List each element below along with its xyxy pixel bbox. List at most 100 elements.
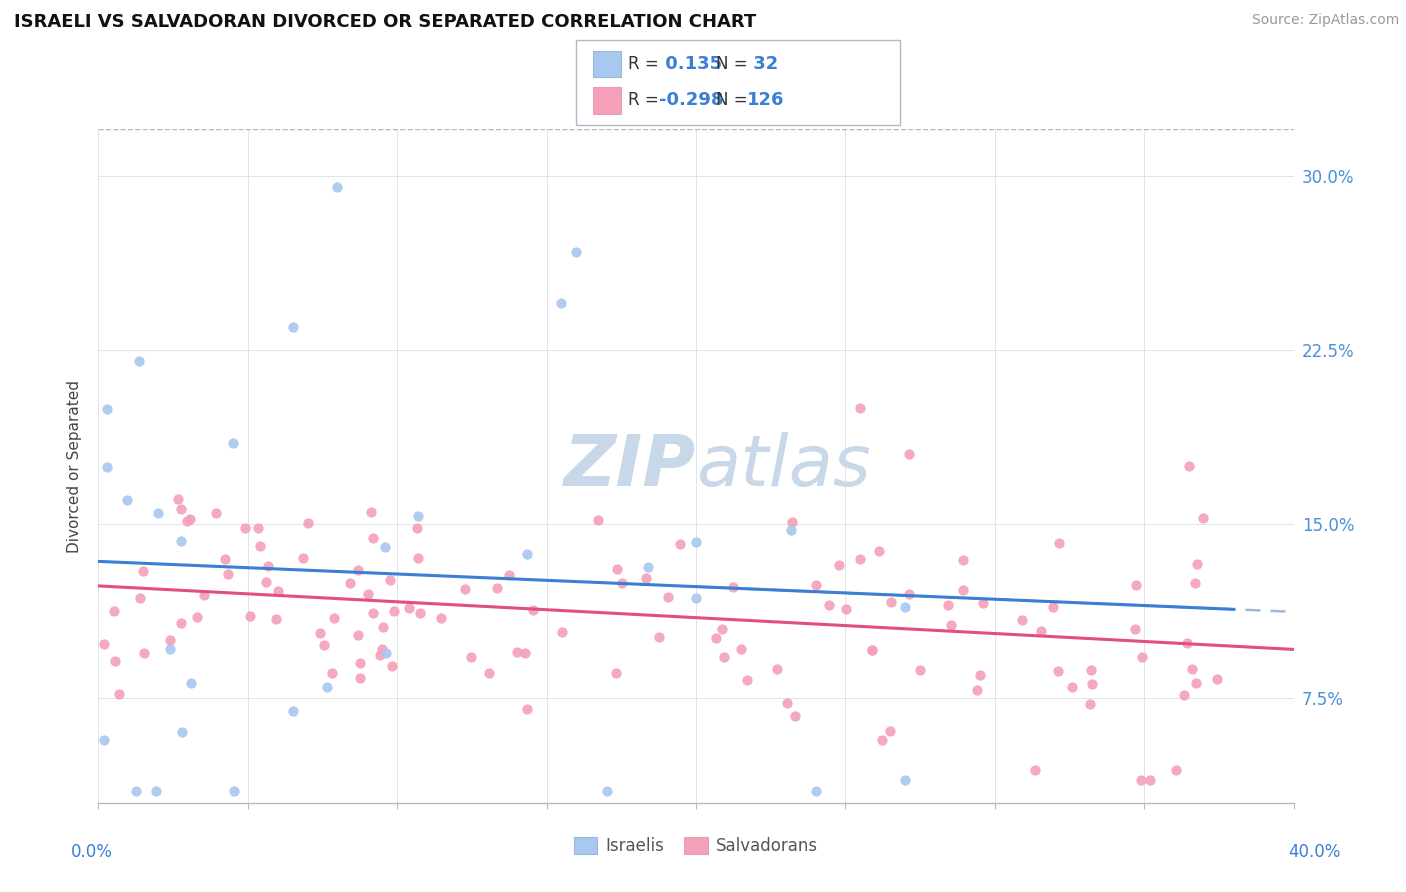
Point — [897, 587, 920, 601]
Point — [849, 551, 872, 566]
Point — [233, 521, 256, 535]
Point — [1062, 680, 1084, 694]
Legend: Israelis, Salvadorans: Israelis, Salvadorans — [567, 830, 825, 862]
Point — [180, 675, 202, 690]
Point — [170, 725, 193, 739]
Point — [170, 501, 193, 516]
Point — [1166, 763, 1188, 777]
Point — [128, 353, 150, 368]
Point — [159, 633, 181, 648]
Point — [291, 551, 314, 566]
Point — [349, 672, 371, 686]
Point — [347, 628, 370, 642]
Point — [249, 539, 271, 553]
Text: R =: R = — [628, 91, 659, 110]
Point — [460, 649, 482, 664]
Text: 126: 126 — [747, 91, 785, 110]
Point — [550, 296, 572, 310]
Point — [610, 575, 633, 590]
Point — [1081, 677, 1104, 691]
Point — [766, 662, 789, 676]
Point — [880, 594, 903, 608]
Point — [224, 784, 246, 798]
Point — [346, 562, 368, 576]
Point — [1024, 763, 1046, 777]
Point — [1078, 698, 1101, 712]
Point — [605, 562, 627, 576]
Text: 32: 32 — [747, 55, 778, 73]
Point — [370, 642, 392, 657]
Point — [966, 683, 988, 698]
Point — [104, 654, 127, 668]
Point — [370, 648, 392, 663]
Text: N =: N = — [716, 91, 747, 110]
Point — [516, 547, 538, 561]
Point — [485, 581, 508, 595]
Point — [1184, 576, 1206, 591]
Point — [478, 665, 501, 680]
Point — [406, 551, 429, 566]
Point — [430, 611, 453, 625]
Point — [186, 609, 208, 624]
Point — [952, 582, 974, 597]
Point — [454, 582, 477, 596]
Point — [730, 641, 752, 656]
Point — [316, 681, 339, 695]
Y-axis label: Divorced or Separated: Divorced or Separated — [67, 380, 83, 552]
Point — [1173, 689, 1195, 703]
Point — [96, 460, 118, 475]
Point — [1125, 577, 1147, 591]
Point — [969, 667, 991, 681]
Point — [1029, 624, 1052, 638]
Point — [309, 626, 332, 640]
Text: 40.0%: 40.0% — [1288, 843, 1341, 861]
Point — [374, 540, 396, 554]
Point — [908, 663, 931, 677]
Point — [129, 591, 152, 605]
Point — [93, 636, 115, 650]
Point — [894, 772, 917, 787]
Point — [247, 521, 270, 535]
Point — [1205, 673, 1227, 687]
Point — [103, 604, 125, 618]
Point — [361, 531, 384, 545]
Point — [239, 609, 262, 624]
Text: ZIP: ZIP — [564, 432, 696, 500]
Point — [835, 602, 858, 616]
Text: 0.0%: 0.0% — [70, 843, 112, 861]
Point — [972, 597, 994, 611]
Point — [505, 645, 527, 659]
Point — [1129, 772, 1152, 787]
Point — [148, 506, 170, 520]
Point — [868, 544, 890, 558]
Point — [872, 732, 894, 747]
Point — [780, 515, 803, 529]
Point — [785, 709, 807, 723]
Point — [167, 491, 190, 506]
Point — [361, 606, 384, 620]
Point — [595, 784, 617, 798]
Point — [257, 558, 280, 573]
Point — [1178, 459, 1201, 474]
Point — [406, 521, 429, 535]
Point — [1191, 511, 1213, 525]
Point — [522, 603, 544, 617]
Point — [551, 625, 574, 640]
Point — [222, 435, 245, 450]
Point — [498, 568, 520, 582]
Point — [780, 523, 803, 537]
Point — [214, 552, 236, 566]
Text: R =: R = — [628, 55, 659, 73]
Point — [193, 588, 215, 602]
Point — [1042, 600, 1064, 615]
Point — [936, 599, 959, 613]
Point — [96, 401, 118, 416]
Point — [647, 630, 669, 644]
Point — [1177, 636, 1199, 650]
Point — [1185, 558, 1208, 572]
Point — [668, 537, 690, 551]
Point — [264, 612, 287, 626]
Point — [205, 507, 228, 521]
Point — [1185, 676, 1208, 690]
Point — [862, 642, 884, 657]
